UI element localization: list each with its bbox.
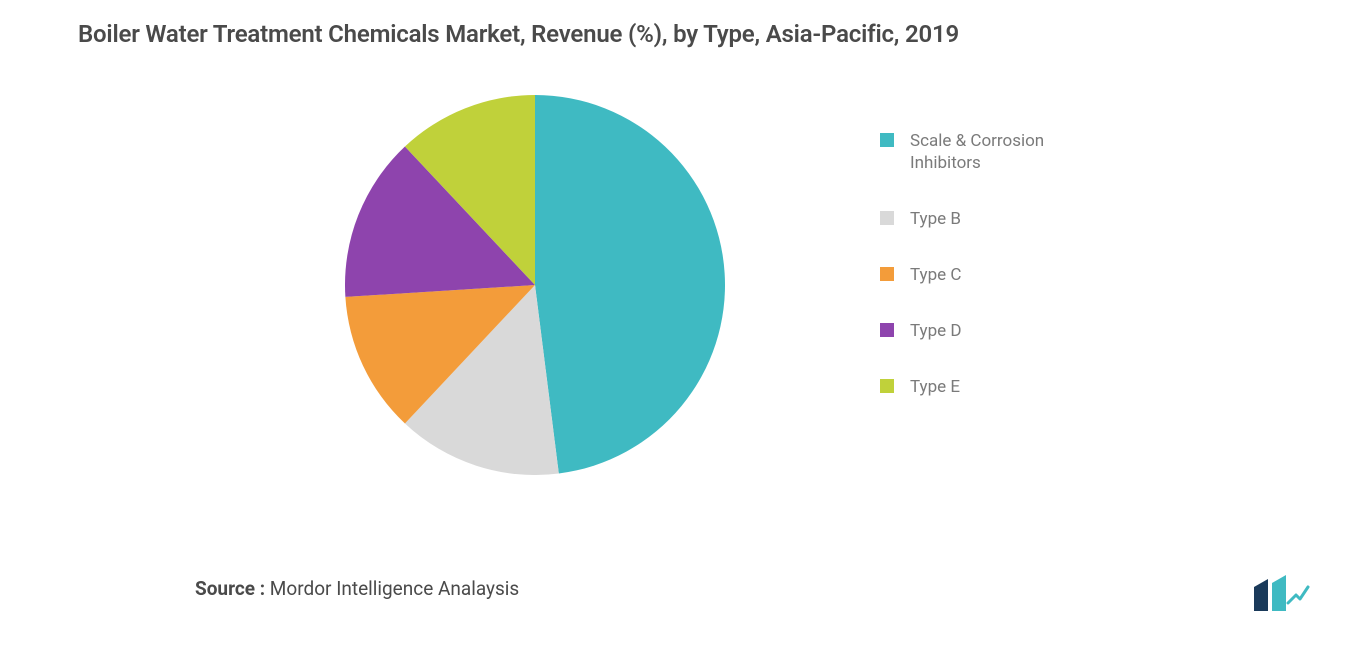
- source-label: Source :: [195, 577, 265, 600]
- legend: Scale & Corrosion Inhibitors Type B Type C…: [880, 130, 1180, 433]
- legend-swatch-icon: [880, 379, 894, 393]
- legend-swatch-icon: [880, 267, 894, 281]
- legend-item: Type D: [880, 320, 1180, 342]
- legend-label: Type D: [910, 320, 962, 342]
- legend-item: Type C: [880, 264, 1180, 286]
- source-attribution: Source : Mordor Intelligence Analaysis: [195, 577, 519, 600]
- legend-label: Type C: [910, 264, 961, 286]
- legend-label: Type E: [910, 376, 960, 398]
- brand-logo-icon: [1250, 573, 1310, 613]
- source-text: Mordor Intelligence Analaysis: [265, 577, 519, 600]
- legend-label: Type B: [910, 208, 961, 230]
- legend-swatch-icon: [880, 211, 894, 225]
- chart-title: Boiler Water Treatment Chemicals Market,…: [78, 20, 959, 48]
- legend-label: Scale & Corrosion Inhibitors: [910, 130, 1090, 174]
- legend-item: Type B: [880, 208, 1180, 230]
- legend-item: Scale & Corrosion Inhibitors: [880, 130, 1180, 174]
- pie-slice: [535, 95, 725, 474]
- legend-item: Type E: [880, 376, 1180, 398]
- legend-swatch-icon: [880, 323, 894, 337]
- pie-chart: [345, 95, 725, 475]
- legend-swatch-icon: [880, 133, 894, 147]
